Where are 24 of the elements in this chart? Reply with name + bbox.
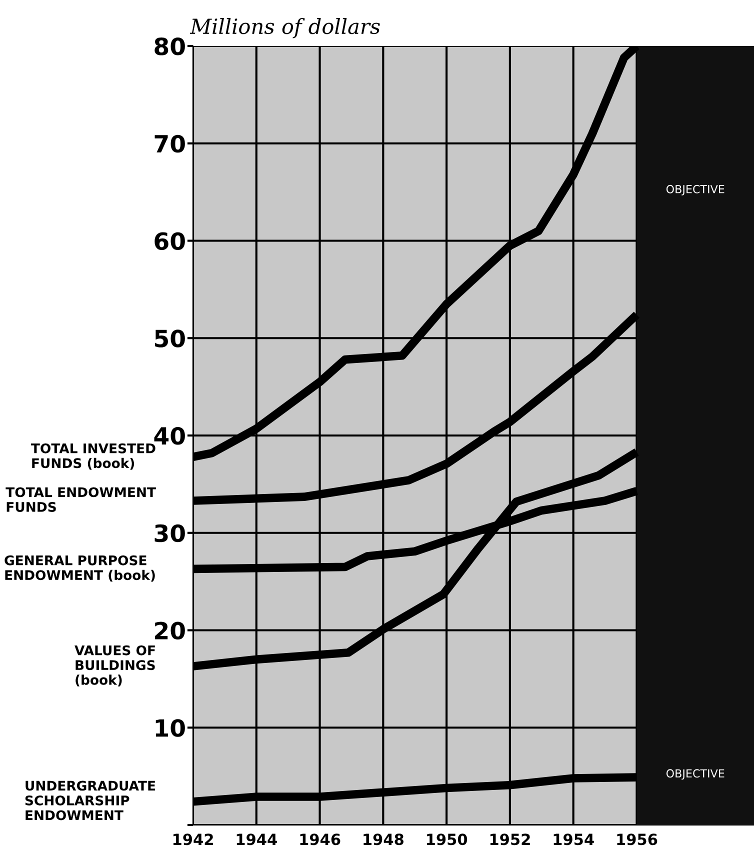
y-tick-label: 60 [154, 232, 185, 250]
annotation: OBJECTIVE [666, 184, 724, 196]
annotation: OBJECTIVE [666, 769, 724, 780]
x-tick-label: 1946 [300, 834, 340, 846]
text: TOTAL INVESTED FUNDS (book) [31, 443, 156, 470]
x-tick-label: 1944 [236, 834, 277, 846]
x-tick-label: 1942 [173, 834, 213, 846]
y-tick-label: 40 [154, 426, 185, 445]
y-axis-title: Millions of dollars [190, 18, 380, 38]
text: TOTAL ENDOWMENT FUNDS [6, 487, 156, 512]
x-tick-label: 1950 [427, 834, 468, 846]
text: UNDERGRADUATE SCHOLARSHIP ENDOWMENT [25, 780, 156, 820]
x-tick-label: 1956 [617, 834, 658, 846]
y-tick-label: 70 [154, 134, 185, 153]
y-tick-label: 20 [155, 622, 185, 640]
x-tick-label: 1952 [490, 834, 530, 846]
x-tick-label: 1954 [554, 834, 594, 846]
text: VALUES OF BUILDINGS (book) [74, 645, 155, 686]
x-tick-label: 1948 [364, 834, 404, 846]
y-tick-label: 50 [155, 330, 185, 348]
text: GENERAL PURPOSE ENDOWMENT (book) [4, 555, 155, 582]
y-tick-label: 30 [154, 524, 185, 542]
y-tick-label: 10 [156, 719, 185, 737]
y-tick-label: 80 [154, 37, 185, 56]
